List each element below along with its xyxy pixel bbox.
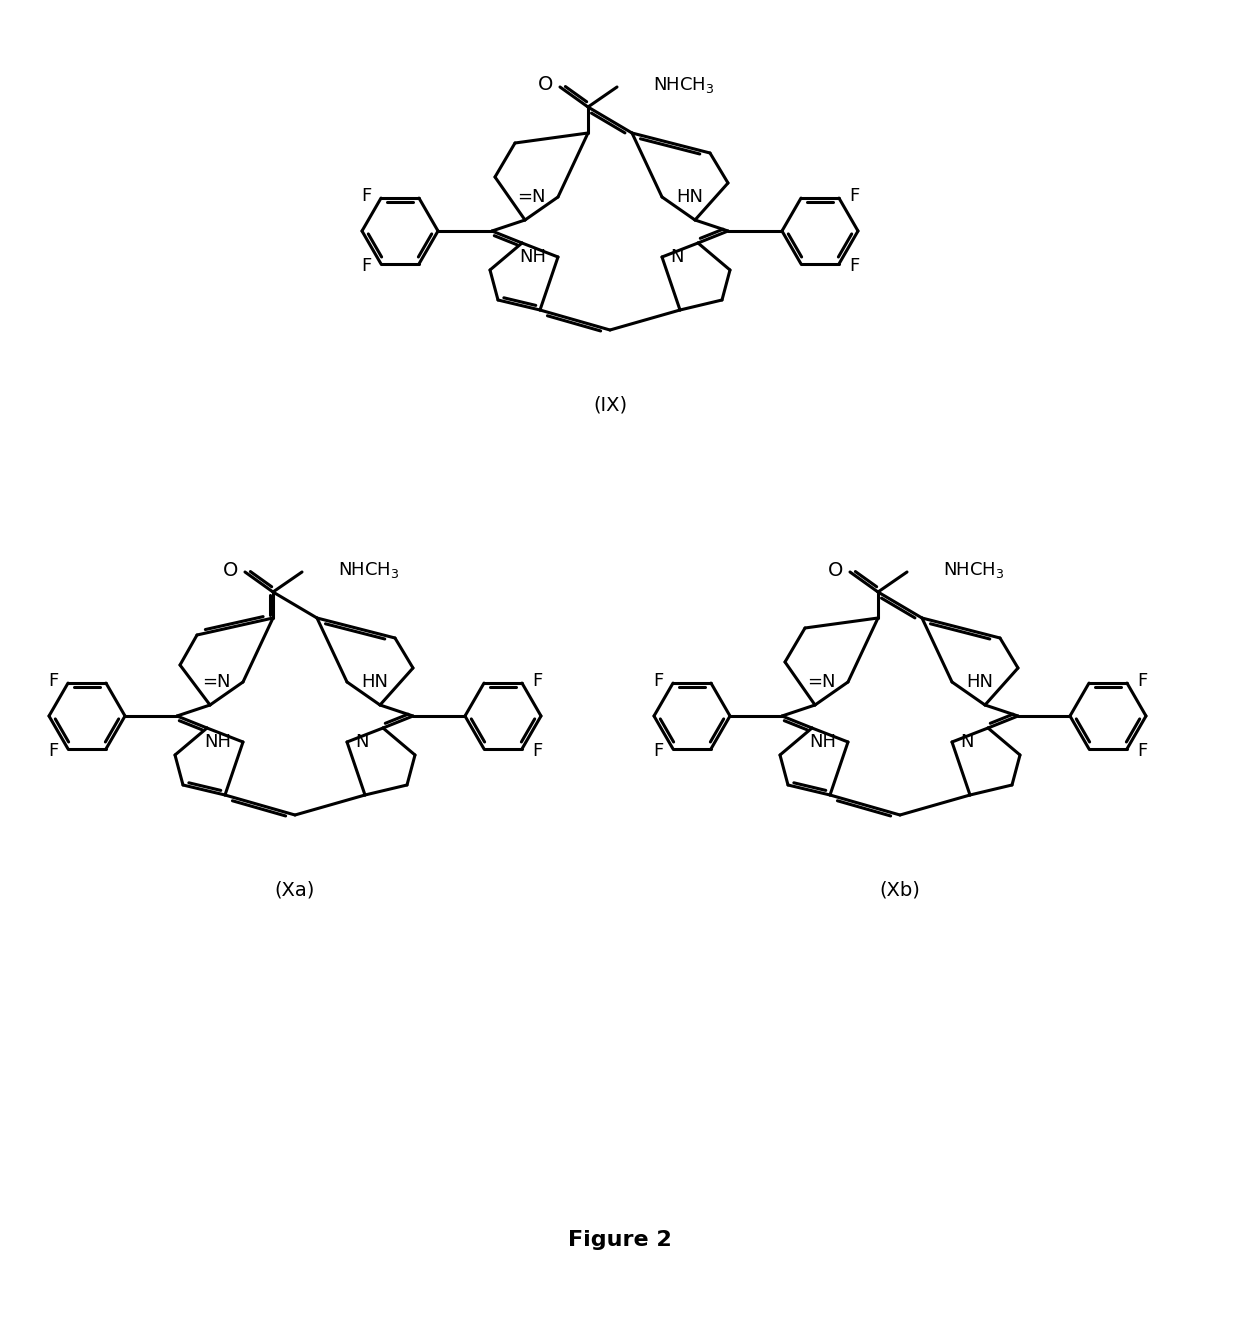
Text: =N: =N [807, 673, 836, 691]
Text: (Xb): (Xb) [879, 880, 920, 899]
Text: (Xa): (Xa) [275, 880, 315, 899]
Text: =N: =N [202, 673, 231, 691]
Text: HN: HN [361, 673, 388, 691]
Text: F: F [532, 741, 542, 760]
Text: F: F [532, 672, 542, 691]
Text: N: N [355, 733, 368, 751]
Text: NH: NH [205, 733, 231, 751]
Text: F: F [48, 672, 58, 691]
Text: NH: NH [808, 733, 836, 751]
Text: F: F [361, 257, 371, 275]
Text: NHCH$_3$: NHCH$_3$ [942, 560, 1004, 580]
Text: F: F [849, 187, 859, 206]
Text: F: F [48, 741, 58, 760]
Text: =N: =N [517, 188, 546, 206]
Text: F: F [849, 257, 859, 275]
Text: F: F [653, 741, 663, 760]
Text: N: N [960, 733, 973, 751]
Text: (IX): (IX) [593, 395, 627, 414]
Text: NHCH$_3$: NHCH$_3$ [339, 560, 399, 580]
Text: HN: HN [966, 673, 993, 691]
Text: O: O [223, 561, 238, 580]
Text: F: F [1137, 672, 1147, 691]
Text: F: F [653, 672, 663, 691]
Text: F: F [361, 187, 371, 206]
Text: O: O [538, 76, 554, 95]
Text: NHCH$_3$: NHCH$_3$ [653, 75, 714, 95]
Text: Figure 2: Figure 2 [568, 1230, 672, 1250]
Text: O: O [828, 561, 843, 580]
Text: N: N [670, 248, 683, 266]
Text: NH: NH [520, 248, 546, 266]
Text: F: F [1137, 741, 1147, 760]
Text: HN: HN [676, 188, 703, 206]
